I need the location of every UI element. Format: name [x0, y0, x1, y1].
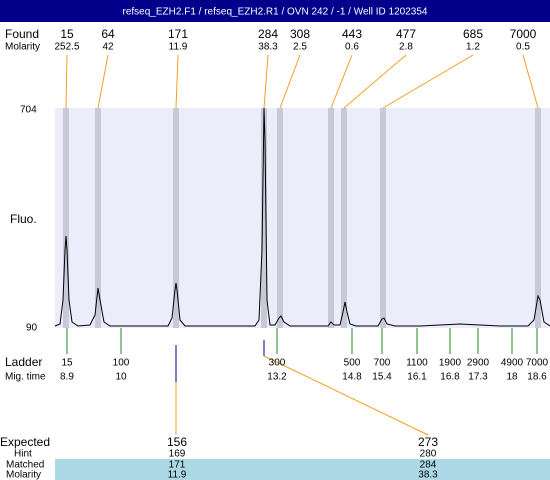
matched-size: 284 — [420, 460, 437, 471]
axis-bottom-label: 90 — [26, 323, 38, 334]
found-molarity: 2.8 — [399, 42, 413, 53]
peak-link — [65, 54, 68, 109]
molarity-label: Molarity — [5, 42, 40, 53]
ladder-size: 100 — [113, 358, 130, 369]
expected-label: Expected — [0, 435, 50, 449]
ladder-time: 18.6 — [527, 372, 547, 383]
matched-molarity: 11.9 — [168, 470, 187, 480]
peak-band — [261, 108, 267, 328]
found-size: 7000 — [510, 27, 537, 41]
ladder-time: 15.4 — [372, 372, 392, 383]
found-size: 443 — [342, 27, 362, 41]
ladder-size: 700 — [374, 358, 391, 369]
molarity-row-label: Molarity — [6, 470, 41, 480]
ladder-time: 16.1 — [407, 372, 427, 383]
peak-link — [263, 54, 269, 109]
mig-time-label: Mig. time — [5, 372, 46, 383]
ladder-size: 7000 — [526, 358, 549, 369]
axis-top-label: 704 — [20, 105, 37, 116]
title: refseq_EZH2.F1 / refseq_EZH2.R1 / OVN 24… — [123, 7, 428, 18]
ladder-size: 300 — [269, 358, 286, 369]
found-molarity: 0.6 — [345, 42, 359, 53]
found-size: 284 — [258, 27, 278, 41]
ladder-time: 13.2 — [267, 372, 287, 383]
peak-link — [343, 54, 407, 109]
found-size: 477 — [396, 27, 416, 41]
peak-band — [173, 108, 179, 328]
found-size: 171 — [168, 27, 188, 41]
peak-band — [95, 108, 101, 328]
ladder-size: 1900 — [439, 358, 462, 369]
found-molarity: 38.3 — [258, 42, 278, 53]
ladder-time: 18 — [506, 372, 518, 383]
peak-link — [330, 54, 353, 109]
matched-band — [55, 459, 550, 480]
peak-bands — [63, 108, 541, 328]
peak-band — [277, 108, 283, 328]
peak-link — [97, 54, 109, 109]
ladder-size: 15 — [61, 358, 73, 369]
peak-link — [382, 54, 474, 109]
plot-area — [55, 108, 550, 328]
matched-molarity: 38.3 — [418, 470, 438, 480]
trace — [54, 107, 550, 327]
ladder-time: 14.8 — [342, 372, 362, 383]
peak-link — [175, 54, 179, 109]
expected-size: 156 — [167, 435, 187, 449]
found-size: 15 — [60, 27, 74, 41]
expected-size: 273 — [418, 435, 438, 449]
found-label: Found — [5, 27, 39, 41]
ladder-time: 17.3 — [468, 372, 488, 383]
peak-band — [380, 108, 386, 328]
found-size: 685 — [463, 27, 483, 41]
found-size: 308 — [290, 27, 310, 41]
ladder-time: 10 — [115, 372, 127, 383]
peak-band — [63, 108, 69, 328]
peak-band — [328, 108, 334, 328]
ladder-size: 500 — [344, 358, 361, 369]
match-link — [263, 355, 429, 436]
hint-size: 280 — [420, 449, 437, 460]
found-molarity: 11.9 — [169, 42, 188, 53]
peak-link — [522, 54, 539, 109]
title-bar — [0, 0, 550, 22]
found-molarity: 42 — [102, 42, 114, 53]
found-size: 64 — [101, 27, 115, 41]
peak-band — [341, 108, 347, 328]
ladder-size: 1100 — [406, 358, 428, 369]
found-molarity: 252.5 — [54, 42, 79, 53]
matched-label: Matched — [6, 460, 44, 471]
found-molarity: 1.2 — [466, 42, 480, 53]
matched-size: 171 — [169, 460, 186, 471]
found-molarity: 0.5 — [516, 42, 530, 53]
hint-label: Hint — [14, 449, 32, 460]
ladder-size: 2900 — [467, 358, 490, 369]
ladder-label: Ladder — [5, 355, 42, 369]
ladder-size: 4900 — [501, 358, 524, 369]
found-molarity: 2.5 — [293, 42, 307, 53]
hint-size: 169 — [169, 449, 186, 460]
axis-label: Fluo. — [10, 212, 37, 226]
ladder-time: 16.8 — [440, 372, 460, 383]
peak-link — [279, 54, 301, 109]
ladder-time: 8.9 — [60, 372, 74, 383]
peak-band — [535, 108, 541, 328]
